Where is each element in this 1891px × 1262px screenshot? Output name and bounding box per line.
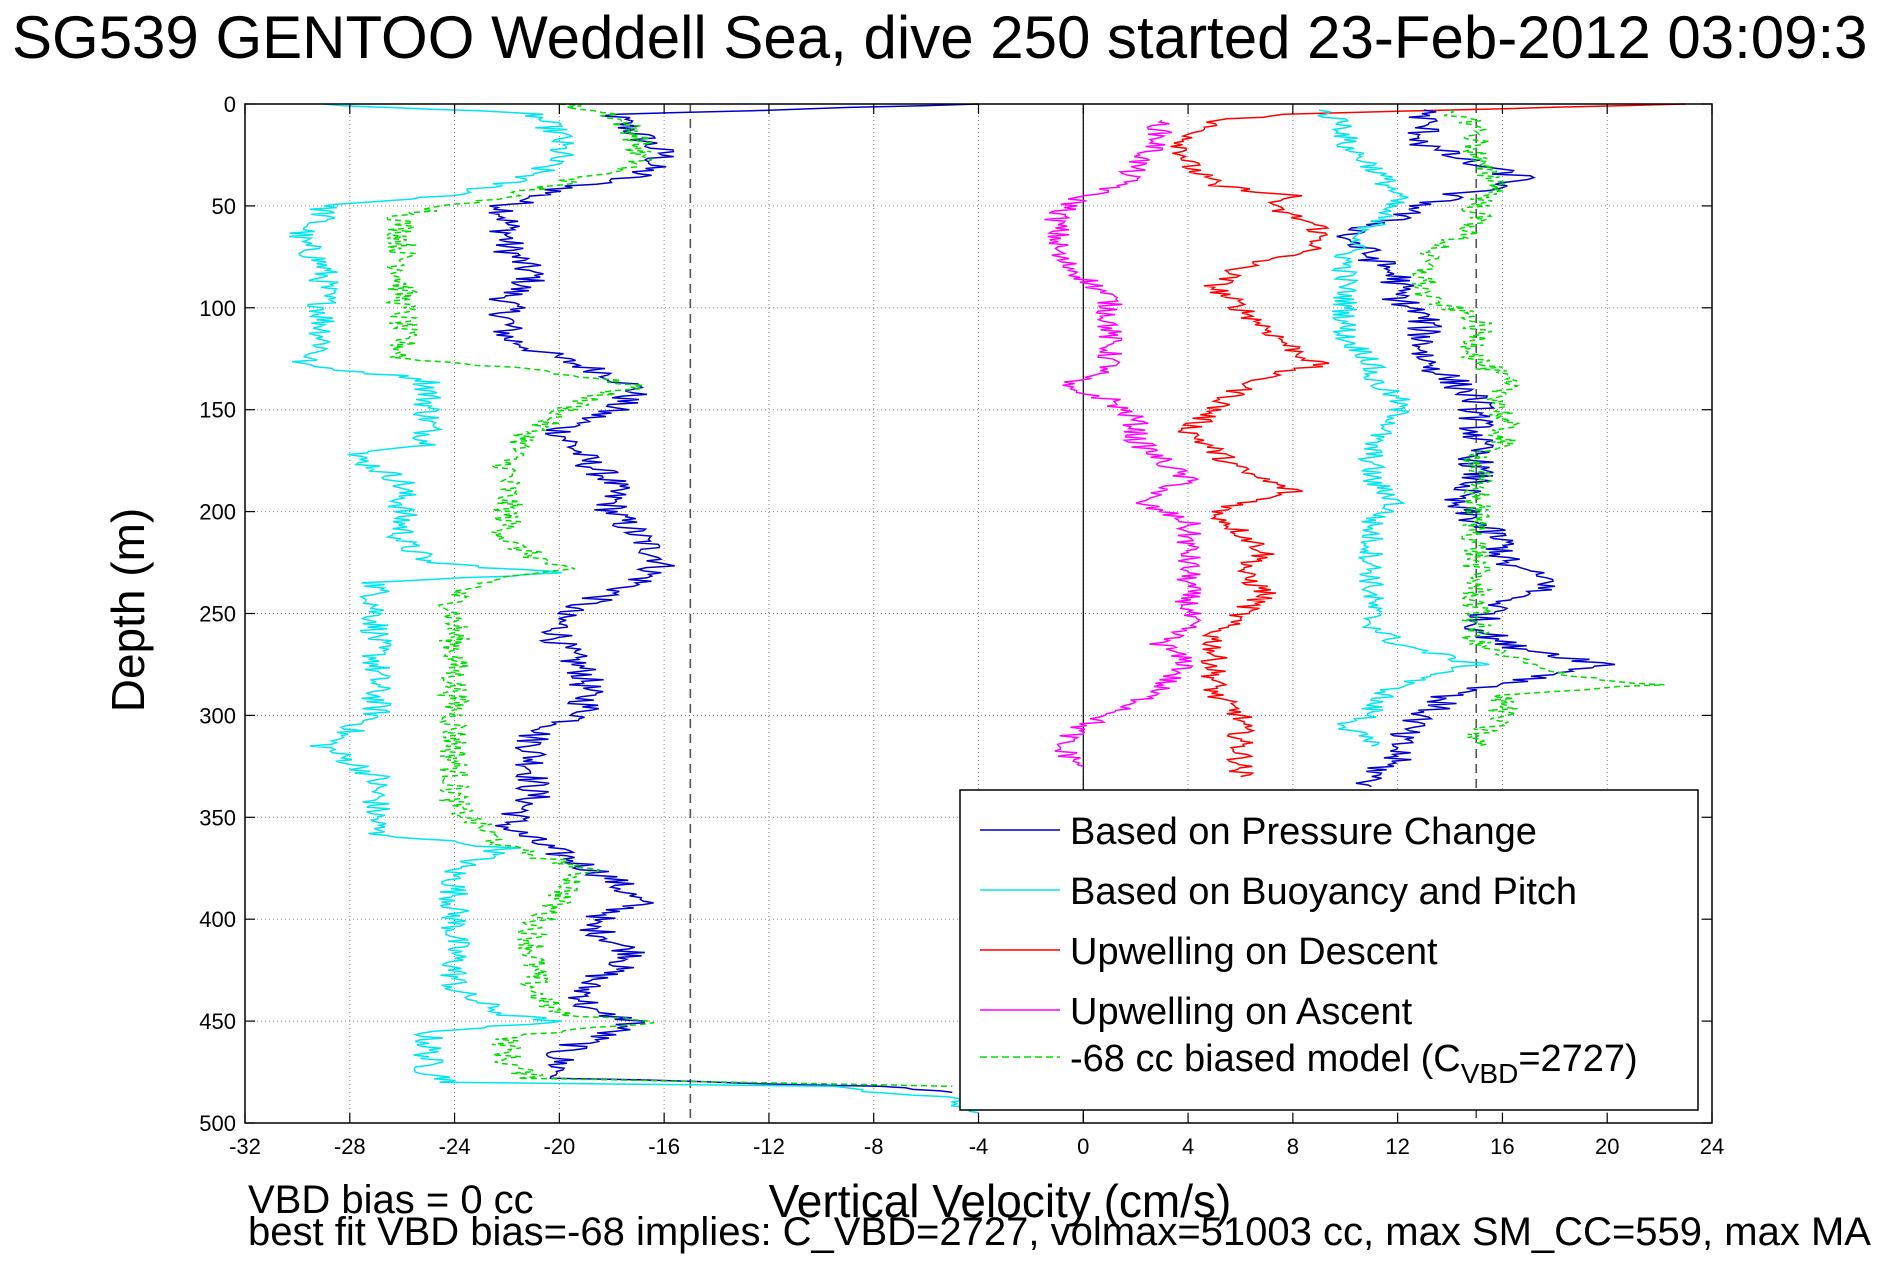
x-tick-label: 0 [1077, 1134, 1089, 1159]
x-axis-label: Vertical Velocity (cm/s) [768, 1175, 1232, 1227]
x-tick-label: 20 [1595, 1134, 1619, 1159]
legend-box [959, 789, 1699, 1111]
x-tick-label: -16 [648, 1134, 680, 1159]
x-tick-label: -32 [229, 1134, 261, 1159]
y-tick-label: 350 [199, 805, 236, 830]
legend-label: Upwelling on Descent [1070, 931, 1438, 973]
x-tick-label: 4 [1182, 1134, 1194, 1159]
series-line [488, 103, 979, 1094]
y-tick-label: 300 [199, 703, 236, 728]
y-tick-label: 0 [224, 92, 236, 117]
y-tick-label: 50 [212, 194, 236, 219]
series-line [289, 103, 979, 1114]
legend-label: Based on Buoyancy and Pitch [1070, 871, 1577, 913]
series-line [384, 103, 953, 1088]
series-line [1411, 109, 1665, 747]
y-tick-label: 150 [199, 398, 236, 423]
series-line [1317, 109, 1490, 747]
x-tick-label: 16 [1490, 1134, 1514, 1159]
x-tick-label: -12 [753, 1134, 785, 1159]
y-tick-label: 100 [199, 296, 236, 321]
x-tick-label: -24 [439, 1134, 471, 1159]
footer-vbd-bias: VBD bias = 0 cc [248, 1178, 534, 1222]
y-tick-label: 400 [199, 907, 236, 932]
x-tick-label: 8 [1287, 1134, 1299, 1159]
x-tick-label: 12 [1385, 1134, 1409, 1159]
legend: Based on Pressure Change Based on Buoyanc… [959, 789, 1699, 1111]
series-line [1336, 109, 1616, 788]
y-tick-label: 250 [199, 602, 236, 627]
x-tick-label: -8 [864, 1134, 884, 1159]
x-tick-label: -4 [969, 1134, 989, 1159]
legend-label: Upwelling on Ascent [1070, 991, 1413, 1033]
y-tick-label: 200 [199, 500, 236, 525]
axes: -32 -28 -24 -20 -16 -12 -8 -4 0 4 8 12 16 20 24 0 50 100 1… [199, 92, 1724, 1159]
series-group [289, 103, 1686, 1114]
y-tick-label: 450 [199, 1009, 236, 1034]
footer-best-fit: best fit VBD bias=-68 implies: C_VBD=272… [248, 1210, 1871, 1254]
series-line [1044, 119, 1202, 768]
series-line [1170, 103, 1686, 778]
y-tick-label: 500 [199, 1111, 236, 1136]
x-tick-label: -28 [334, 1134, 366, 1159]
chart-title: SG539 GENTOO Weddell Sea, dive 250 start… [12, 4, 1868, 71]
x-tick-label: 24 [1700, 1134, 1724, 1159]
x-tick-label: -20 [543, 1134, 575, 1159]
legend-label: Based on Pressure Change [1070, 811, 1537, 853]
